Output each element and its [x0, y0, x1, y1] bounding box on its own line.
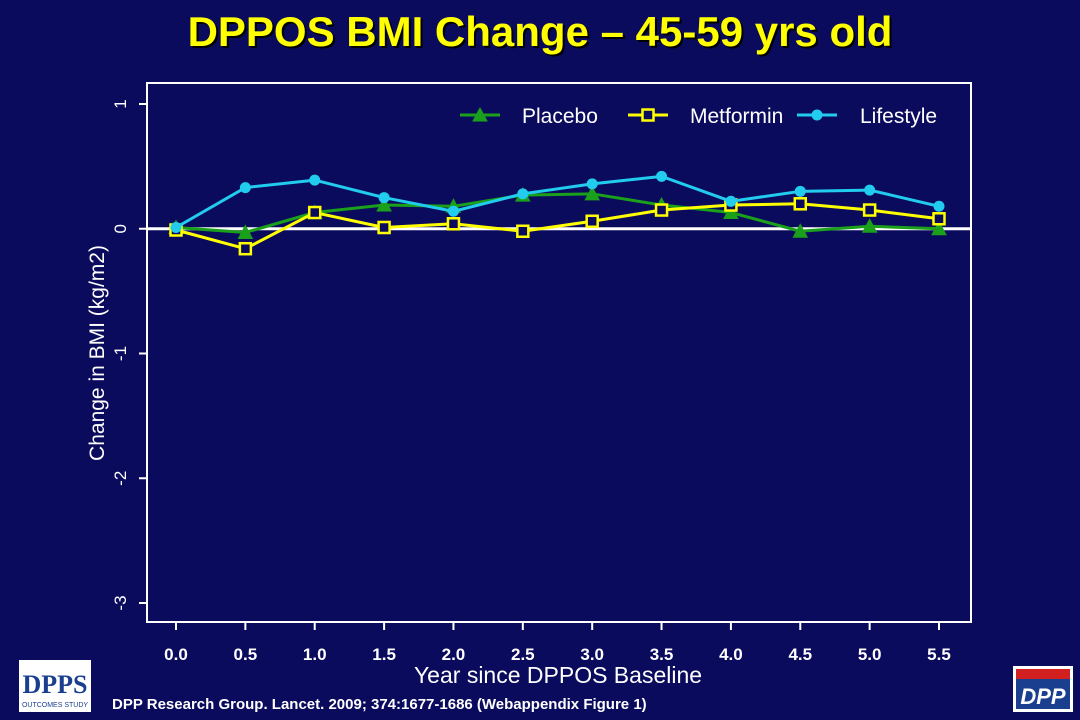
data-point-lifestyle	[309, 174, 321, 186]
plot-border	[146, 82, 972, 623]
x-tick-label: 0.5	[234, 645, 258, 664]
series-lifestyle	[170, 170, 945, 234]
legend-marker-metformin	[641, 108, 655, 122]
legend-label-lifestyle: Lifestyle	[860, 105, 937, 128]
data-point-lifestyle	[725, 195, 737, 207]
x-tick-label: 1.0	[303, 645, 327, 664]
data-point-metformin	[516, 224, 530, 238]
data-point-metformin	[238, 241, 253, 256]
data-point-placebo	[376, 196, 392, 212]
data-point-placebo	[584, 185, 601, 201]
x-tick-label: 2.0	[442, 645, 466, 664]
data-point-lifestyle	[586, 178, 598, 190]
data-point-metformin	[377, 220, 391, 235]
dpp-logo-band	[1016, 669, 1070, 679]
legend-label-placebo: Placebo	[522, 105, 598, 128]
x-tick-label: 3.5	[650, 645, 674, 664]
data-point-metformin	[862, 203, 877, 217]
data-point-metformin	[793, 197, 808, 211]
data-point-lifestyle	[656, 170, 668, 182]
data-point-lifestyle	[864, 184, 876, 196]
x-tick-label: 5.5	[927, 645, 951, 664]
data-point-metformin	[585, 214, 599, 229]
y-tick-label: -3	[111, 595, 130, 610]
data-point-metformin	[307, 205, 322, 220]
y-axis-label: Change in BMI (kg/m2)	[86, 245, 109, 461]
y-tick-label: 0	[111, 224, 130, 233]
series-line-metformin	[175, 202, 940, 251]
dppos-logo: DPPS OUTCOMES STUDY	[19, 660, 91, 712]
dppos-logo-caption: OUTCOMES STUDY	[22, 702, 88, 709]
x-tick-label: 4.0	[719, 645, 743, 664]
data-point-lifestyle	[517, 188, 529, 200]
legend-marker-lifestyle	[811, 109, 823, 121]
data-point-lifestyle	[447, 205, 459, 217]
dppos-logo-letters: DPPS	[23, 670, 88, 699]
x-tick-label: 4.5	[788, 645, 812, 664]
data-point-placebo	[723, 204, 739, 220]
data-point-lifestyle	[794, 185, 806, 197]
dpp-logo-letters: DPP	[1020, 684, 1066, 709]
dpp-logo: DPP	[1013, 666, 1073, 712]
data-point-metformin	[932, 212, 946, 226]
x-tick-label: 2.5	[511, 645, 535, 664]
x-tick-label: 1.5	[372, 645, 396, 664]
data-point-metformin	[446, 217, 461, 231]
data-point-placebo	[861, 218, 878, 233]
data-point-placebo	[792, 223, 809, 238]
data-point-placebo	[237, 224, 254, 239]
y-axis: 1 0 -1 -2 -3 Change in BMI (kg/m2)	[86, 99, 147, 611]
plot-frame	[146, 82, 972, 623]
data-point-metformin	[654, 203, 669, 217]
slide-title: DPPOS BMI Change – 45-59 yrs old	[187, 8, 893, 55]
x-axis: 0.0 0.5 1.0 1.5 2.0 2.5 3.0 3.5 4.0 4.5 5.0 5.5 Year…	[164, 622, 951, 688]
series-placebo	[168, 185, 947, 239]
data-point-lifestyle	[378, 192, 390, 204]
dppos-logo-mark: DPPS OUTCOMES STUDY	[22, 670, 88, 709]
x-tick-label: 3.0	[580, 645, 604, 664]
x-axis-label: Year since DPPOS Baseline	[414, 662, 702, 688]
series-metformin	[169, 197, 946, 256]
citation: DPP Research Group. Lancet. 2009; 374:16…	[112, 696, 647, 713]
series-layer	[168, 170, 947, 256]
x-tick-label: 0.0	[164, 645, 188, 664]
data-point-lifestyle	[170, 222, 182, 234]
data-point-placebo	[931, 220, 947, 236]
data-point-lifestyle	[239, 182, 251, 194]
y-tick-label: -1	[111, 346, 130, 361]
chart-legend: Placebo Metformin Lifestyle	[460, 105, 937, 128]
series-line-lifestyle	[175, 174, 940, 229]
legend-marker-placebo	[472, 106, 488, 122]
y-tick-label: -2	[111, 471, 130, 486]
x-tick-label: 5.0	[858, 645, 882, 664]
dpp-logo-mark: DPP	[1016, 669, 1070, 709]
series-line-placebo	[175, 192, 940, 235]
legend-label-metformin: Metformin	[690, 105, 783, 128]
y-tick-label: 1	[111, 99, 130, 108]
data-point-lifestyle	[933, 200, 945, 212]
